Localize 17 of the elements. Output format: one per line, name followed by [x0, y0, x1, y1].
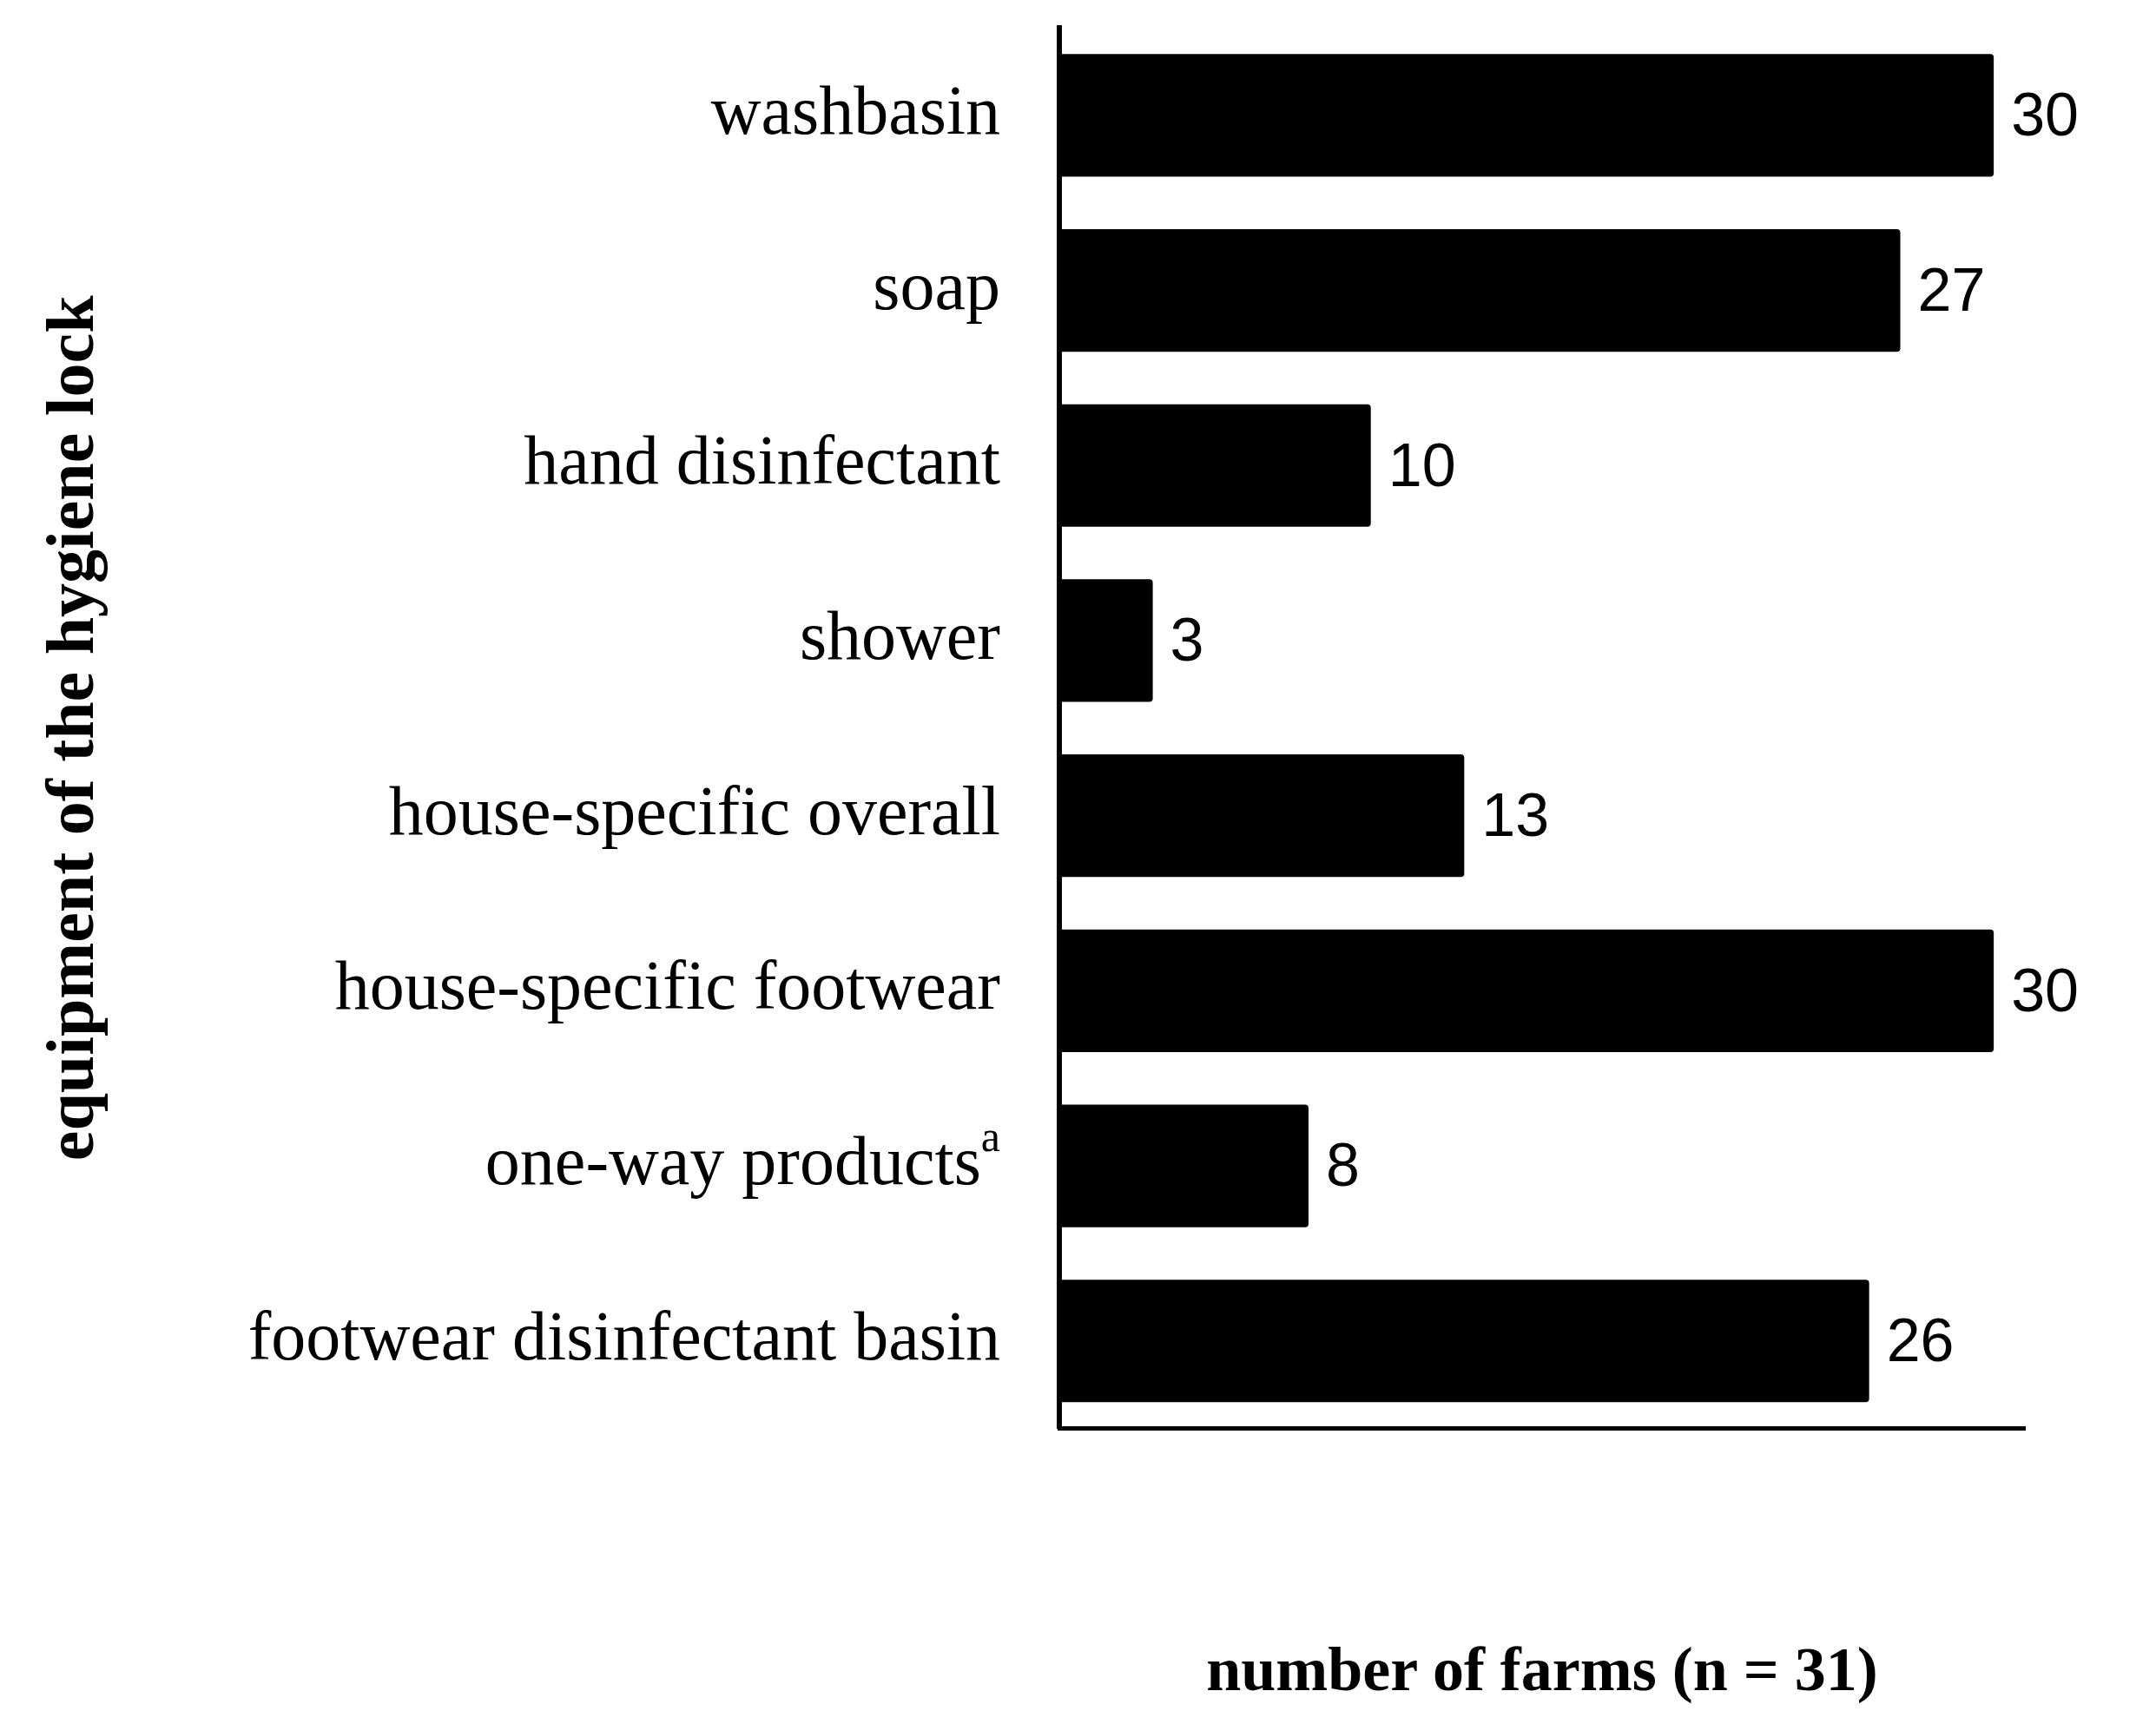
y-tick-label: soap: [873, 247, 1000, 324]
data-label: 3: [1170, 606, 1204, 674]
y-tick-label: house-specific footwear: [334, 947, 1000, 1024]
y-tick-label: footwear disinfectant basin: [247, 1297, 1001, 1374]
y-tick-label: hand disinfectant: [524, 422, 1001, 499]
data-label: 13: [1481, 780, 1550, 849]
data-label: 30: [2011, 956, 2079, 1024]
data-label: 8: [1325, 1131, 1360, 1200]
y-tick-label: shower: [799, 596, 1001, 674]
y-tick-label: washbasin: [710, 71, 1000, 148]
data-label: 27: [1917, 255, 1986, 324]
data-label: 30: [2011, 81, 2079, 149]
y-axis-title: equipment of the hygiene lock: [31, 294, 108, 1161]
y-tick-label: house-specific overall: [388, 772, 1000, 849]
data-label: 10: [1388, 431, 1456, 499]
data-label: 26: [1886, 1306, 1955, 1375]
x-axis-title: number of farms (n = 31): [1206, 1635, 1878, 1705]
